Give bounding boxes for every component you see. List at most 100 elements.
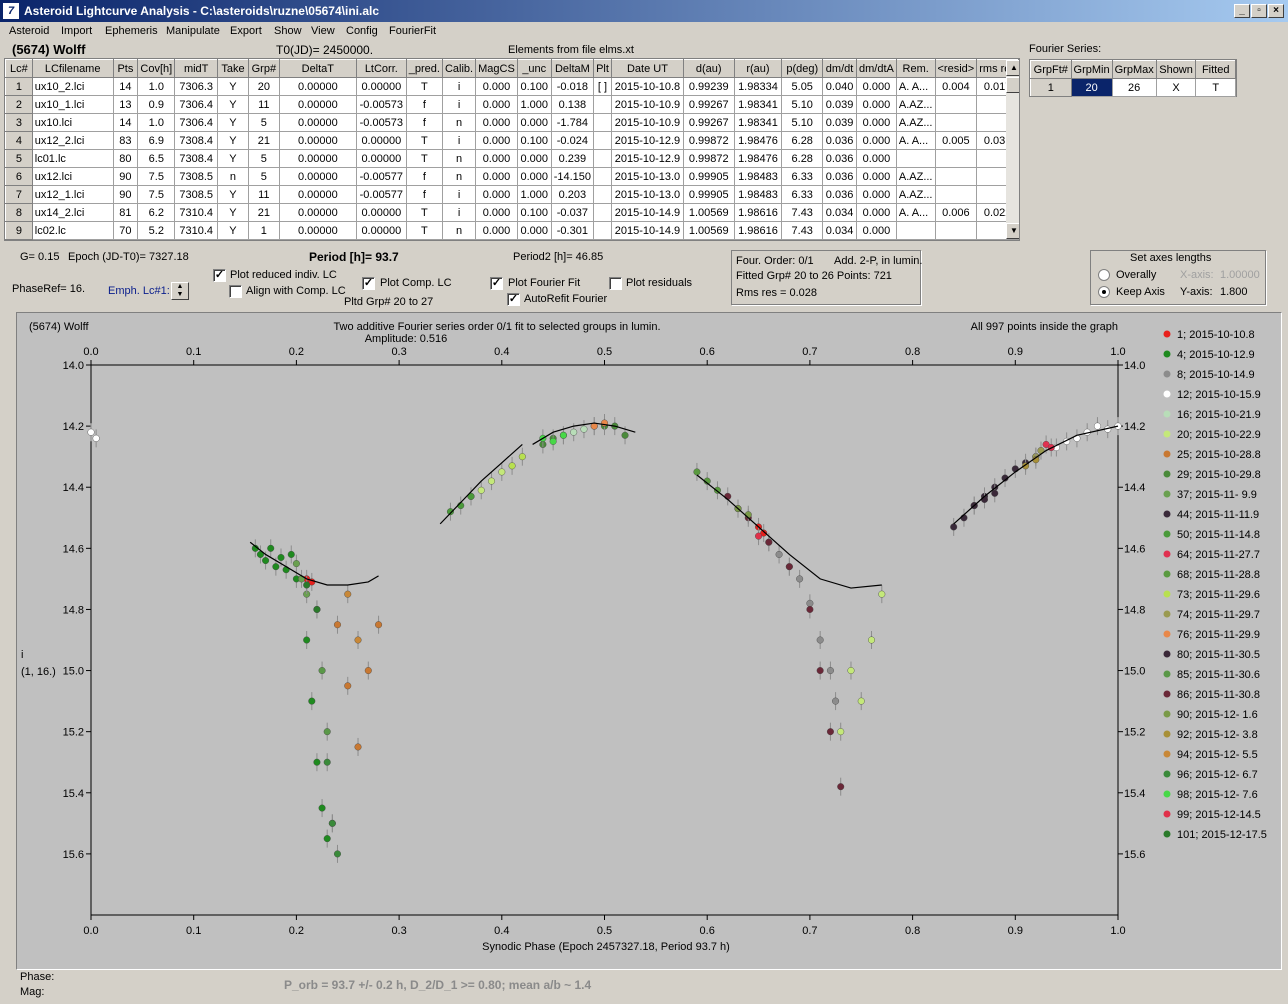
- table-cell[interactable]: 0.99267: [682, 113, 735, 132]
- column-header[interactable]: DeltaM: [550, 59, 595, 78]
- table-cell[interactable]: A.AZ...: [895, 95, 936, 114]
- menu-show[interactable]: Show: [274, 25, 302, 37]
- table-cell[interactable]: 0.00000: [278, 77, 357, 96]
- fourier-column-header[interactable]: Shown: [1155, 60, 1197, 79]
- table-cell[interactable]: 2015-10-10.8: [611, 77, 684, 96]
- table-cell[interactable]: n: [441, 149, 477, 168]
- table-cell[interactable]: 0.000: [516, 113, 552, 132]
- table-cell[interactable]: f: [405, 167, 443, 186]
- table-cell[interactable]: 1.98341: [733, 113, 783, 132]
- table-cell[interactable]: 11: [247, 185, 280, 204]
- table-cell[interactable]: 2015-10-10.9: [611, 95, 684, 114]
- column-header[interactable]: Date UT: [611, 59, 684, 78]
- menu-fourierfit[interactable]: FourierFit: [389, 25, 437, 37]
- table-cell[interactable]: 5.10: [781, 113, 824, 132]
- table-cell[interactable]: lc01.lc: [31, 149, 114, 168]
- table-cell[interactable]: 2015-10-14.9: [611, 221, 684, 240]
- table-cell[interactable]: 0.005: [934, 131, 978, 150]
- table-cell[interactable]: i: [441, 131, 477, 150]
- restore-button[interactable]: ▫: [1251, 4, 1267, 18]
- table-cell[interactable]: -0.00577: [355, 185, 407, 204]
- table-cell[interactable]: 0.138: [550, 95, 595, 114]
- table-cell[interactable]: 1.0: [137, 77, 176, 96]
- table-cell[interactable]: f: [405, 95, 443, 114]
- table-cell[interactable]: [593, 131, 612, 150]
- table-cell[interactable]: 0.004: [934, 77, 978, 96]
- table-cell[interactable]: 5.2: [137, 221, 176, 240]
- table-cell[interactable]: [593, 149, 612, 168]
- table-cell[interactable]: 7.43: [781, 221, 824, 240]
- table-cell[interactable]: 0.99267: [682, 95, 735, 114]
- table-cell[interactable]: 5: [247, 167, 280, 186]
- table-cell[interactable]: 0.000: [475, 167, 518, 186]
- table-cell[interactable]: [934, 167, 978, 186]
- table-cell[interactable]: n: [441, 221, 477, 240]
- plot-reduced-checkbox[interactable]: ✓: [213, 269, 226, 282]
- table-cell[interactable]: 0.034: [822, 203, 858, 222]
- table-cell[interactable]: [593, 95, 612, 114]
- table-cell[interactable]: 2015-10-12.9: [611, 149, 684, 168]
- plot-canvas[interactable]: 0.0 0.0 0.1 0.1 0.2 0.2 0.3 0.3 0.4 0.4 0.5 0.5 0.6 0…: [17, 313, 1281, 969]
- table-cell[interactable]: A.AZ...: [895, 113, 936, 132]
- table-cell[interactable]: [593, 113, 612, 132]
- table-cell[interactable]: 5: [247, 113, 280, 132]
- fourier-cell[interactable]: X: [1155, 78, 1197, 97]
- table-cell[interactable]: 1.000: [516, 185, 552, 204]
- column-header[interactable]: p(deg): [781, 59, 824, 78]
- table-cell[interactable]: [593, 221, 612, 240]
- table-cell[interactable]: 13: [112, 95, 139, 114]
- close-button[interactable]: ×: [1268, 4, 1284, 18]
- table-cell[interactable]: 1.00569: [682, 221, 735, 240]
- table-cell[interactable]: 9: [5, 221, 33, 240]
- table-cell[interactable]: Y: [217, 185, 249, 204]
- table-cell[interactable]: 0.99872: [682, 131, 735, 150]
- minimize-button[interactable]: _: [1234, 4, 1250, 18]
- table-cell[interactable]: Y: [217, 221, 249, 240]
- column-header[interactable]: d(au): [682, 59, 735, 78]
- table-cell[interactable]: T: [405, 131, 443, 150]
- table-cell[interactable]: 11: [247, 95, 280, 114]
- table-cell[interactable]: 0.203: [550, 185, 595, 204]
- menu-export[interactable]: Export: [230, 25, 262, 37]
- table-cell[interactable]: 1.000: [516, 95, 552, 114]
- table-cell[interactable]: [934, 113, 978, 132]
- table-cell[interactable]: f: [405, 185, 443, 204]
- column-header[interactable]: LCfilename: [31, 59, 114, 78]
- lightcurve-table[interactable]: Lc# LCfilename Pts Cov[h] midT Take Grp# DeltaT…: [4, 58, 1020, 241]
- table-cell[interactable]: 1.98476: [733, 131, 783, 150]
- table-cell[interactable]: 0.000: [856, 77, 897, 96]
- column-header[interactable]: Grp#: [247, 59, 280, 78]
- table-cell[interactable]: 0.239: [550, 149, 595, 168]
- table-cell[interactable]: 7310.4: [174, 221, 219, 240]
- fourier-cell[interactable]: 20: [1070, 78, 1113, 97]
- column-header[interactable]: LtCorr.: [355, 59, 407, 78]
- column-header[interactable]: dm/dtA: [856, 59, 897, 78]
- table-cell[interactable]: ux12_1.lci: [31, 185, 114, 204]
- table-cell[interactable]: n: [441, 113, 477, 132]
- table-cell[interactable]: 0.000: [475, 203, 518, 222]
- table-cell[interactable]: ux14_2.lci: [31, 203, 114, 222]
- table-cell[interactable]: 0.9: [137, 95, 176, 114]
- table-cell[interactable]: 0.040: [822, 77, 858, 96]
- table-cell[interactable]: 0.000: [475, 77, 518, 96]
- table-cell[interactable]: 0.00000: [278, 221, 357, 240]
- table-cell[interactable]: 0.000: [856, 131, 897, 150]
- table-cell[interactable]: 80: [112, 149, 139, 168]
- column-header[interactable]: Calib.: [441, 59, 477, 78]
- emph-lc-stepper[interactable]: ▲ ▼: [171, 282, 189, 300]
- table-cell[interactable]: ux12.lci: [31, 167, 114, 186]
- menu-ephemeris[interactable]: Ephemeris: [105, 25, 158, 37]
- table-cell[interactable]: 0.039: [822, 95, 858, 114]
- table-cell[interactable]: 0.036: [822, 131, 858, 150]
- table-scrollbar[interactable]: ▲ ▼: [1006, 60, 1019, 239]
- fourier-column-header[interactable]: Fitted: [1195, 60, 1236, 79]
- table-cell[interactable]: 8: [5, 203, 33, 222]
- table-cell[interactable]: 2015-10-13.0: [611, 167, 684, 186]
- table-cell[interactable]: 0.00000: [278, 149, 357, 168]
- table-cell[interactable]: 4: [5, 131, 33, 150]
- table-cell[interactable]: 6.28: [781, 131, 824, 150]
- table-cell[interactable]: 1.0: [137, 113, 176, 132]
- table-cell[interactable]: n: [441, 167, 477, 186]
- table-cell[interactable]: 0.006: [934, 203, 978, 222]
